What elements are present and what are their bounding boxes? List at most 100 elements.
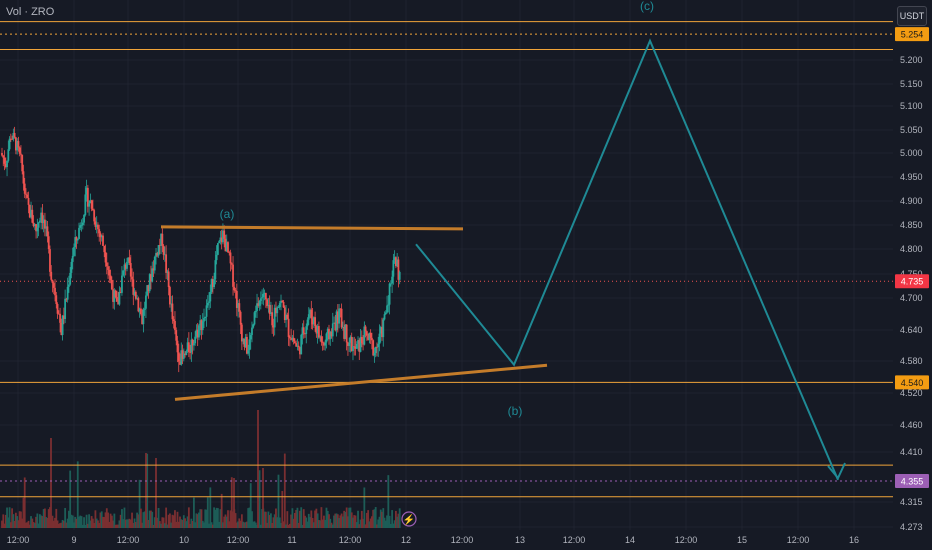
volume-bar [387, 475, 390, 528]
volume-bar [287, 524, 290, 528]
candle-body [194, 336, 197, 344]
volume-bar [256, 524, 258, 528]
volume-bar [204, 509, 207, 528]
volume-bar [249, 483, 252, 528]
volume-spike [262, 468, 264, 528]
candle-body [363, 326, 366, 345]
volume-bar [139, 508, 142, 528]
volume-bar [92, 518, 94, 528]
candle-body [290, 338, 293, 341]
volume-bar [199, 509, 202, 528]
candle-body [223, 230, 226, 239]
volume-bar [357, 510, 359, 528]
volume-bar [223, 516, 226, 528]
candle-body [124, 264, 127, 269]
volume-bar [292, 518, 295, 528]
volume-bar [393, 520, 396, 528]
price-tag-bg [895, 375, 929, 390]
volume-bar [378, 516, 381, 528]
volume-bar [94, 510, 97, 528]
candle-body [94, 221, 97, 227]
volume-bar [310, 510, 313, 528]
candle-body [310, 309, 313, 319]
candle-body [252, 324, 255, 328]
volume-bar [263, 511, 266, 528]
volume-bar [93, 522, 96, 528]
candle-body [185, 351, 188, 356]
candle-body [64, 298, 67, 320]
volume-bar [13, 520, 16, 528]
candle-body [372, 340, 375, 356]
candle-body [354, 346, 357, 349]
candle-body [155, 253, 157, 257]
volume-bar [23, 477, 26, 528]
volume-bar [36, 513, 39, 528]
candle-body [305, 326, 308, 334]
volume-bar [320, 507, 323, 528]
candle-body [362, 343, 364, 345]
candle-body [214, 260, 217, 280]
volume-bar [66, 518, 69, 528]
candle-body [99, 233, 102, 238]
volume-bar [14, 512, 17, 528]
time-axis[interactable]: 12:00 9 12:00 10 12:00 11 12:00 12 12:00 13 12:00 1… [0, 530, 932, 550]
candle-body [201, 321, 204, 331]
candle-body [205, 305, 208, 317]
candle-body [73, 247, 75, 256]
candle-body [118, 292, 121, 305]
volume-bar [242, 521, 245, 528]
candle-body [62, 315, 65, 320]
candle-body [367, 335, 370, 340]
volume-bar [11, 508, 13, 528]
price-tick-label: 5.200 [900, 55, 923, 65]
volume-bar [247, 508, 250, 528]
candle-body [152, 268, 155, 271]
candle-body [44, 219, 46, 229]
volume-bar [78, 516, 80, 528]
candle-body [79, 225, 82, 228]
volume-bar [7, 517, 10, 528]
volume-bar [331, 524, 334, 528]
candle-body [136, 298, 138, 300]
volume-bar [301, 524, 304, 528]
candle-body [12, 133, 15, 140]
candle-body [1, 153, 3, 156]
candle-body [328, 328, 330, 340]
candle-body [81, 222, 84, 225]
volume-bar [61, 519, 64, 528]
candle-body [47, 236, 50, 250]
volume-bar [369, 518, 372, 528]
volume-bar [17, 520, 20, 528]
candle-body [199, 320, 202, 326]
volume-bar [104, 512, 107, 528]
price-tick-label: 4.850 [900, 220, 923, 230]
volume-bar [360, 510, 363, 528]
candle-body [300, 334, 303, 355]
candle-body [376, 346, 378, 348]
candle-body [190, 339, 193, 353]
candle-body [281, 300, 284, 302]
candle-body [51, 279, 54, 284]
candle-body [311, 318, 314, 325]
candle-body [225, 242, 228, 252]
candle-body [61, 315, 64, 336]
candle-body [206, 302, 209, 306]
wave-label-a: (a) [220, 207, 235, 221]
volume-bar [258, 470, 261, 528]
candle-body [52, 283, 55, 288]
triangle-upper-line [160, 225, 464, 231]
volume-bar [64, 507, 67, 528]
candle-body [369, 332, 372, 338]
currency-button[interactable]: USDT [897, 6, 927, 26]
time-tick-label: 13 [515, 535, 525, 545]
volume-bar [371, 516, 373, 528]
candle-body [85, 187, 88, 195]
candle-body [247, 350, 250, 354]
candle-body [46, 226, 49, 237]
candle-body [97, 224, 99, 230]
price-axis[interactable]: 5.200 5.150 5.100 5.050 5.000 4.950 4.900 4.850… [893, 0, 932, 550]
volume-bar [311, 518, 314, 528]
volume-bar [177, 521, 180, 528]
